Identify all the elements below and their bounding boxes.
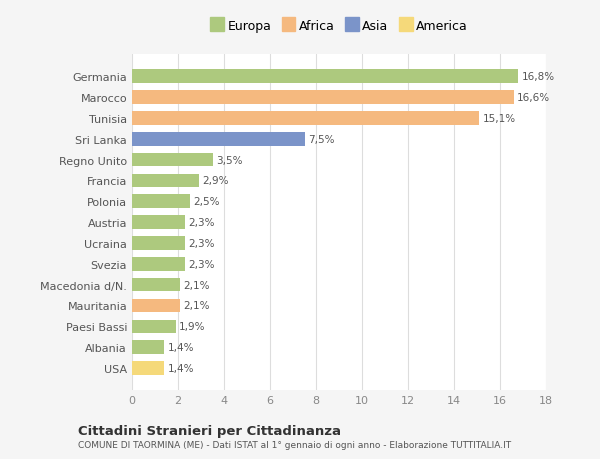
Text: 1,4%: 1,4% bbox=[167, 363, 194, 373]
Legend: Europa, Africa, Asia, America: Europa, Africa, Asia, America bbox=[208, 18, 470, 36]
Text: 16,8%: 16,8% bbox=[522, 72, 555, 82]
Bar bbox=[132, 112, 479, 125]
Bar bbox=[132, 299, 181, 313]
Bar bbox=[132, 237, 185, 250]
Bar bbox=[132, 133, 305, 146]
Text: 2,3%: 2,3% bbox=[188, 238, 215, 248]
Bar bbox=[132, 320, 176, 333]
Bar bbox=[132, 174, 199, 188]
Bar bbox=[132, 257, 185, 271]
Text: 2,1%: 2,1% bbox=[184, 301, 210, 311]
Text: 15,1%: 15,1% bbox=[483, 114, 516, 123]
Bar bbox=[132, 195, 190, 208]
Text: 2,1%: 2,1% bbox=[184, 280, 210, 290]
Text: 2,9%: 2,9% bbox=[202, 176, 229, 186]
Bar bbox=[132, 153, 212, 167]
Text: Cittadini Stranieri per Cittadinanza: Cittadini Stranieri per Cittadinanza bbox=[78, 424, 341, 437]
Text: 1,9%: 1,9% bbox=[179, 322, 206, 331]
Text: 16,6%: 16,6% bbox=[517, 93, 550, 103]
Bar bbox=[132, 91, 514, 105]
Text: COMUNE DI TAORMINA (ME) - Dati ISTAT al 1° gennaio di ogni anno - Elaborazione T: COMUNE DI TAORMINA (ME) - Dati ISTAT al … bbox=[78, 441, 511, 449]
Bar bbox=[132, 216, 185, 230]
Bar bbox=[132, 361, 164, 375]
Bar bbox=[132, 341, 164, 354]
Text: 2,3%: 2,3% bbox=[188, 259, 215, 269]
Text: 1,4%: 1,4% bbox=[167, 342, 194, 353]
Text: 7,5%: 7,5% bbox=[308, 134, 334, 145]
Text: 2,5%: 2,5% bbox=[193, 197, 220, 207]
Bar bbox=[132, 278, 181, 292]
Text: 2,3%: 2,3% bbox=[188, 218, 215, 228]
Bar bbox=[132, 70, 518, 84]
Text: 3,5%: 3,5% bbox=[216, 155, 242, 165]
